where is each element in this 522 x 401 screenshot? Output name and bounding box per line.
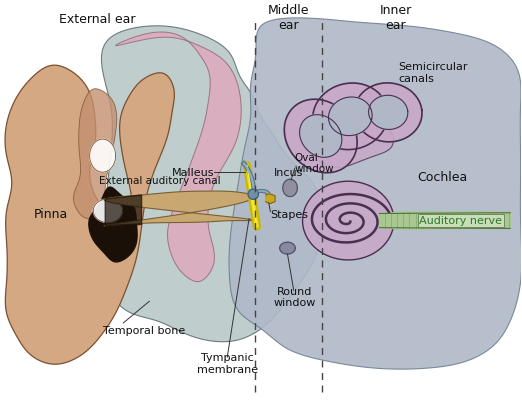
Polygon shape xyxy=(248,189,258,199)
Text: Tympanic
membrane: Tympanic membrane xyxy=(197,353,258,375)
Text: Inner
ear: Inner ear xyxy=(380,4,412,32)
Polygon shape xyxy=(5,65,174,364)
Polygon shape xyxy=(354,83,422,142)
Polygon shape xyxy=(105,195,141,226)
Polygon shape xyxy=(328,97,372,136)
Polygon shape xyxy=(303,181,394,260)
Polygon shape xyxy=(100,26,323,342)
Polygon shape xyxy=(115,32,241,282)
Polygon shape xyxy=(312,120,394,168)
Text: Middle
ear: Middle ear xyxy=(268,4,309,32)
Text: Auditory nerve: Auditory nerve xyxy=(419,216,502,226)
Text: Semicircular
canals: Semicircular canals xyxy=(399,62,468,84)
Text: Stapes: Stapes xyxy=(270,210,309,220)
Text: External auditory canal: External auditory canal xyxy=(99,176,221,186)
Polygon shape xyxy=(266,194,275,204)
Polygon shape xyxy=(104,191,254,226)
Polygon shape xyxy=(280,242,295,254)
Polygon shape xyxy=(313,83,388,150)
Text: Temporal bone: Temporal bone xyxy=(103,326,185,336)
Text: Malleus: Malleus xyxy=(172,168,214,178)
Polygon shape xyxy=(300,115,342,157)
Polygon shape xyxy=(89,187,137,262)
Text: Pinna: Pinna xyxy=(33,208,68,221)
Text: Round
window: Round window xyxy=(274,286,316,308)
Polygon shape xyxy=(229,18,521,369)
Text: Auditory nerve: Auditory nerve xyxy=(419,216,502,226)
Text: External ear: External ear xyxy=(59,13,136,26)
Polygon shape xyxy=(74,89,117,219)
Polygon shape xyxy=(93,199,122,223)
Polygon shape xyxy=(284,99,357,173)
Polygon shape xyxy=(283,179,298,196)
Polygon shape xyxy=(379,212,510,229)
Polygon shape xyxy=(369,95,408,130)
Text: Oval
window: Oval window xyxy=(295,153,335,174)
Polygon shape xyxy=(90,139,115,172)
Text: Cochlea: Cochlea xyxy=(417,171,467,184)
Text: Incus: Incus xyxy=(274,168,303,178)
